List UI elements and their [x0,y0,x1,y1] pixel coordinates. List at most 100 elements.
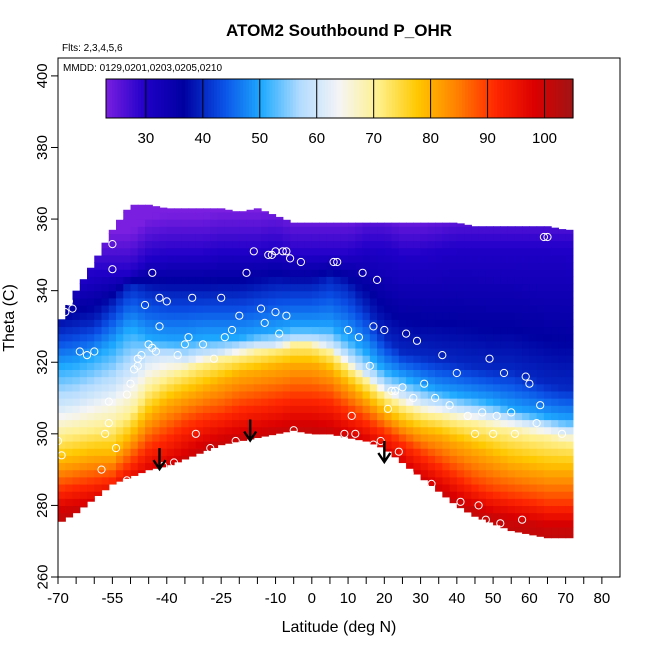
heatmap-cell [478,483,487,492]
heatmap-cell [116,233,124,242]
heatmap-cell [514,433,523,442]
heatmap-cell [522,440,530,449]
heatmap-cell [311,340,320,349]
heatmap-cell [377,362,385,370]
heatmap-cell [195,283,204,292]
heatmap-cell [319,290,327,299]
heatmap-cell [261,211,269,220]
heatmap-cell [116,254,124,263]
heatmap-cell [522,383,530,392]
heatmap-cell [543,326,552,335]
heatmap-cell [275,383,284,392]
heatmap-cell [152,319,161,328]
heatmap-cell [565,254,574,263]
heatmap-cell [326,347,335,356]
heatmap-cell [362,433,371,442]
heatmap-cell [275,398,284,406]
heatmap-cell [203,433,211,442]
heatmap-cell [413,290,422,299]
heatmap-cell [239,390,248,399]
heatmap-cell [101,254,110,263]
heatmap-cell [253,226,262,234]
heatmap-cell [239,355,248,363]
heatmap-cell [65,412,74,421]
colorbar-segment [491,79,495,118]
heatmap-cell [311,222,320,227]
heatmap-cell [319,383,327,392]
heatmap-cell [246,355,255,363]
heatmap-cell [536,362,545,370]
heatmap-cell [181,326,190,335]
heatmap-cell [558,362,567,370]
heatmap-cell [355,390,364,399]
heatmap-cell [326,247,335,256]
heatmap-cell [72,505,81,514]
x-tick-label: 30 [412,590,429,607]
heatmap-cell [159,383,168,392]
heatmap-cell [348,262,356,270]
heatmap-cell [485,476,494,485]
heatmap-cell [348,283,356,292]
heatmap-cell [514,290,523,299]
heatmap-cell [478,290,487,299]
heatmap-cell [493,333,501,342]
heatmap-cell [355,222,364,227]
heatmap-cell [319,312,327,320]
heatmap-cell [413,269,422,277]
heatmap-cell [369,290,378,299]
heatmap-cell [101,383,110,392]
heatmap-cell [174,412,182,421]
heatmap-cell [217,419,226,428]
heatmap-cell [507,326,516,335]
heatmap-cell [362,355,371,363]
heatmap-cell [268,240,277,249]
heatmap-cell [203,440,211,449]
heatmap-cell [420,433,429,442]
heatmap-cell [355,233,364,242]
heatmap-cell [232,340,240,349]
heatmap-cell [203,362,211,370]
heatmap-cell [485,297,494,306]
heatmap-cell [406,297,414,306]
heatmap-cell [551,426,559,435]
colorbar-segment [517,79,522,118]
heatmap-cell [406,269,414,277]
heatmap-cell [377,297,385,306]
heatmap-cell [261,405,269,413]
heatmap-cell [268,219,277,227]
heatmap-cell [377,383,385,392]
heatmap-cell [297,319,306,328]
y-tick-label: 260 [34,564,51,589]
heatmap-cell [224,254,233,263]
heatmap-cell [471,304,480,313]
heatmap-cell [348,254,356,263]
heatmap-cell [65,355,74,363]
heatmap-cell [166,440,175,449]
heatmap-cell [210,226,219,234]
heatmap-cell [435,297,443,306]
heatmap-cell [79,297,88,306]
colorbar-segment [222,79,227,118]
heatmap-cell [101,297,110,306]
heatmap-cell [224,269,233,277]
heatmap-cell [420,469,429,478]
heatmap-cell [420,254,429,263]
x-tick-label: 0 [308,590,316,607]
colorbar-segment [374,79,379,118]
heatmap-cell [145,211,153,220]
colorbar-tick-label: 40 [194,130,211,147]
heatmap-cell [348,419,356,428]
heatmap-cell [108,440,117,449]
heatmap-cell [290,269,298,277]
heatmap-cell [326,426,335,435]
colorbar-segment [365,79,370,118]
heatmap-cell [355,283,364,292]
heatmap-cell [464,419,472,428]
heatmap-cell [406,433,414,442]
heatmap-cell [536,326,545,335]
heatmap-cell [536,304,545,313]
heatmap-cell [217,412,226,421]
heatmap-cell [449,383,458,392]
heatmap-cell [456,440,465,449]
heatmap-cell [72,290,81,299]
